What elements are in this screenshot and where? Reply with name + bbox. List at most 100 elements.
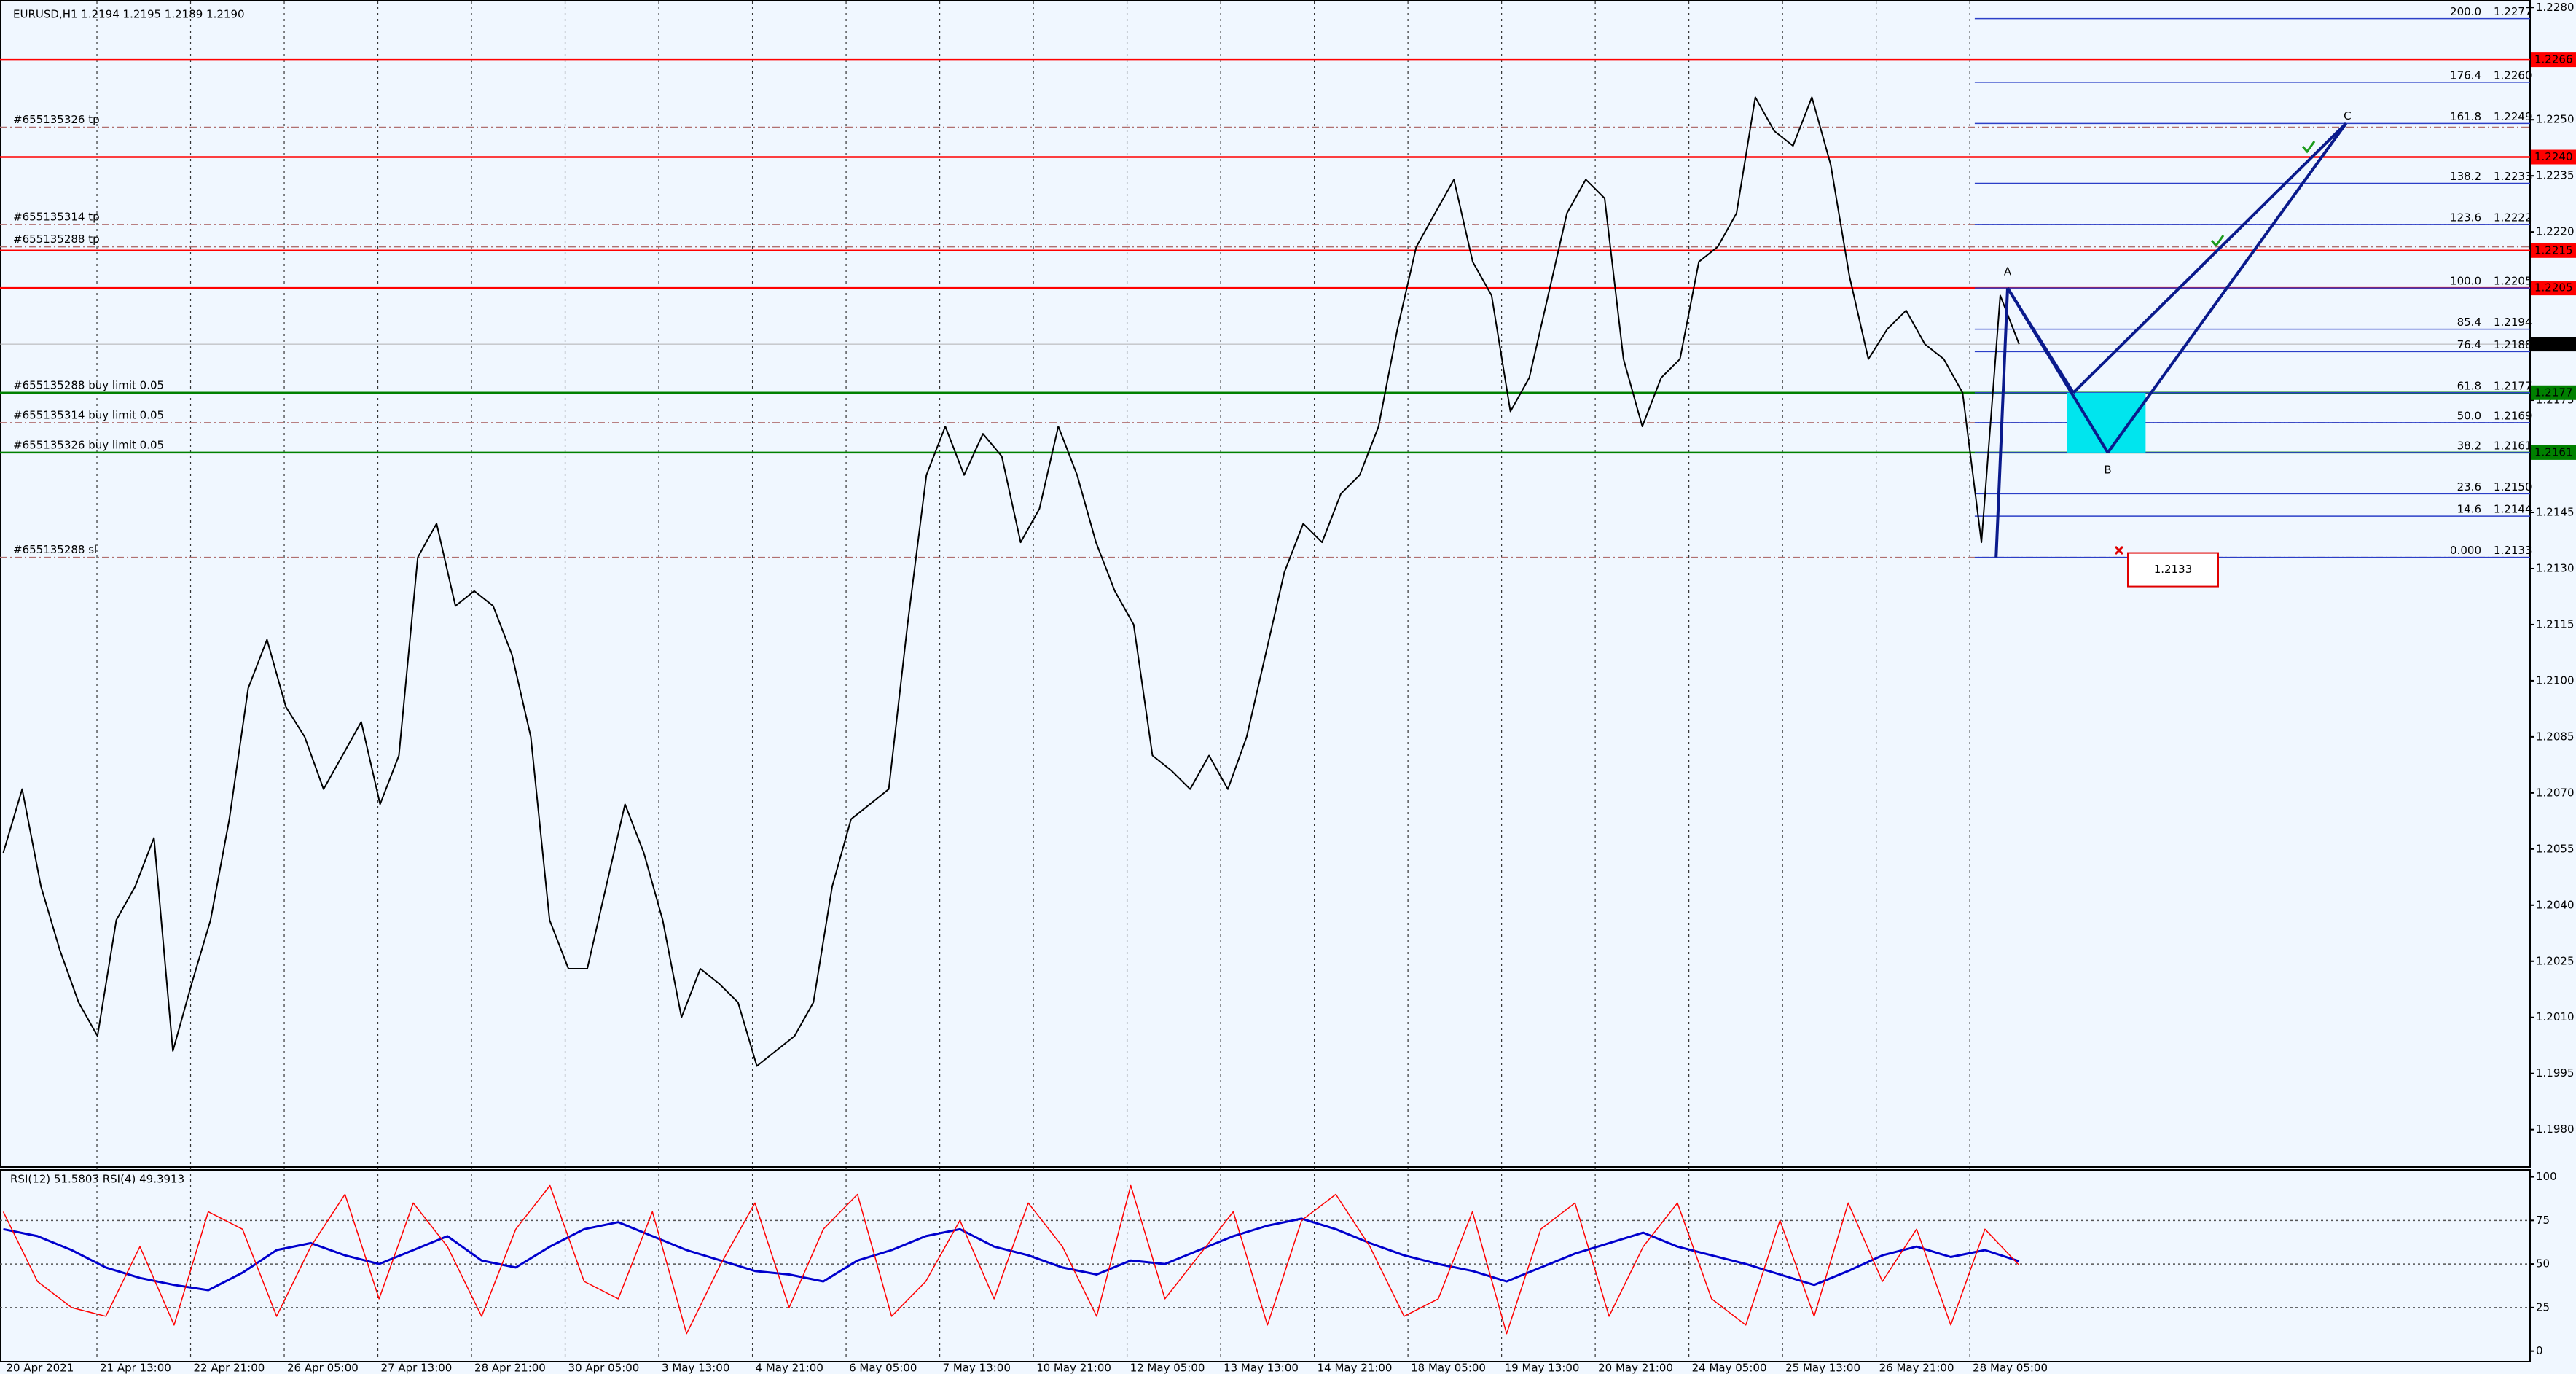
pattern-point-label: A <box>2004 265 2012 278</box>
x-tick-label: 19 May 13:00 <box>1505 1362 1580 1374</box>
price-tag <box>2531 243 2576 258</box>
order-label: #655135288 sl <box>13 543 97 556</box>
order-label: #655135288 tp <box>13 233 100 246</box>
y-tick-label: 1.2280 <box>2536 1 2575 14</box>
price-tag <box>2531 149 2576 165</box>
fib-ratio: 50.0 <box>2457 409 2481 422</box>
main-title: EURUSD,H1 1.2194 1.2195 1.2189 1.2190 <box>13 8 245 21</box>
fib-price: 1.2277 <box>2494 5 2532 18</box>
pattern-line <box>2072 122 2347 394</box>
y-tick-label: 1.2100 <box>2536 674 2575 687</box>
fib-ratio: 200.0 <box>2450 5 2481 18</box>
price-tag-label: 1.2266 <box>2534 53 2573 66</box>
price-tag <box>2531 281 2576 296</box>
price-tag-label: 1.2205 <box>2534 281 2573 294</box>
pattern-line <box>1994 288 2009 558</box>
x-tick-label: 28 May 05:00 <box>1973 1362 2048 1374</box>
price-line <box>2 1184 2020 1335</box>
fib-ratio: 123.6 <box>2450 211 2481 224</box>
fib-price: 1.2133 <box>2494 544 2532 557</box>
y-tick-label: 1.2055 <box>2536 842 2575 855</box>
order-label: #655135288 buy limit 0.05 <box>13 378 164 391</box>
y-tick-label: 1.2070 <box>2536 786 2575 799</box>
bid-tag <box>2531 337 2576 352</box>
x-tick-label: 25 May 13:00 <box>1785 1362 1860 1374</box>
y-tick-label: 50 <box>2536 1257 2550 1270</box>
fib-ratio: 38.2 <box>2457 439 2481 452</box>
x-tick-label: 6 May 05:00 <box>849 1362 917 1374</box>
price-line <box>2 96 2020 1067</box>
y-tick-label: 1.2220 <box>2536 225 2575 238</box>
x-tick-label: 13 May 13:00 <box>1224 1362 1299 1374</box>
x-tick-label: 20 Apr 2021 <box>7 1362 74 1374</box>
x-tick-label: 20 May 21:00 <box>1598 1362 1673 1374</box>
y-tick-label: 1.1980 <box>2536 1123 2575 1136</box>
fib-ratio: 85.4 <box>2457 316 2481 329</box>
rsi-panel-frame <box>0 1169 2531 1362</box>
x-tick-label: 22 Apr 21:00 <box>194 1362 265 1374</box>
y-tick-label: 1.2115 <box>2536 617 2575 631</box>
fib-ratio: 138.2 <box>2450 170 2481 183</box>
stop-label: 1.2133 <box>2154 563 2193 576</box>
price-tag <box>2531 52 2576 68</box>
fib-price: 1.2177 <box>2494 379 2532 392</box>
y-tick-label: 1.2235 <box>2536 169 2575 182</box>
fib-ratio: 23.6 <box>2457 480 2481 493</box>
order-label: #655135314 tp <box>13 210 100 223</box>
fib-price: 1.2249 <box>2494 110 2532 123</box>
y-tick-label: 1.2010 <box>2536 1010 2575 1023</box>
fib-ratio: 176.4 <box>2450 69 2481 82</box>
x-tick-label: 24 May 05:00 <box>1692 1362 1767 1374</box>
price-tag-label: 1.2215 <box>2534 243 2573 257</box>
y-tick-label: 1.1995 <box>2536 1066 2575 1080</box>
x-tick-label: 10 May 21:00 <box>1036 1362 1111 1374</box>
fib-ratio: 76.4 <box>2457 338 2481 351</box>
pattern-line <box>2106 122 2348 454</box>
x-tick-label: 27 Apr 13:00 <box>381 1362 453 1374</box>
main-panel-frame <box>0 0 2531 1168</box>
x-tick-label: 26 Apr 05:00 <box>287 1362 359 1374</box>
x-tick-label: 4 May 21:00 <box>756 1362 823 1374</box>
fib-ratio: 100.0 <box>2450 275 2481 288</box>
x-tick-label: 18 May 05:00 <box>1411 1362 1486 1374</box>
price-tag-label: 1.2240 <box>2534 150 2573 163</box>
fib-price: 1.2194 <box>2494 316 2532 329</box>
y-tick-label: 100 <box>2536 1170 2557 1183</box>
stop-box <box>2127 552 2219 588</box>
price-tag <box>2531 385 2576 400</box>
y-tick-label: 0 <box>2536 1344 2543 1357</box>
rsi-title: RSI(12) 51.5803 RSI(4) 49.3913 <box>10 1173 184 1186</box>
pattern-zone <box>2067 392 2146 453</box>
y-tick-label: 25 <box>2536 1300 2550 1314</box>
x-tick-label: 26 May 21:00 <box>1879 1362 1954 1374</box>
fib-ratio: 161.8 <box>2450 110 2481 123</box>
price-tag-label: 1.2177 <box>2534 386 2573 399</box>
y-tick-label: 75 <box>2536 1214 2550 1227</box>
fib-price: 1.2188 <box>2494 338 2532 351</box>
y-tick-label: 1.2130 <box>2536 561 2575 574</box>
price-tag <box>2531 445 2576 460</box>
bid-tag-label: 1.2190 <box>2534 337 2573 351</box>
x-tick-label: 7 May 13:00 <box>943 1362 1011 1374</box>
fib-price: 1.2169 <box>2494 409 2532 422</box>
check-icon <box>2210 235 2225 248</box>
pattern-point-label: C <box>2344 109 2351 122</box>
x-tick-label: 28 Apr 21:00 <box>474 1362 546 1374</box>
price-tag-label: 1.2161 <box>2534 445 2573 458</box>
x-tick-label: 3 May 13:00 <box>662 1362 729 1374</box>
order-label: #655135314 buy limit 0.05 <box>13 408 164 421</box>
cross-icon <box>2114 545 2124 555</box>
fib-price: 1.2161 <box>2494 439 2532 452</box>
fib-ratio: 0.000 <box>2450 544 2481 557</box>
fib-price: 1.2144 <box>2494 503 2532 516</box>
x-tick-label: 12 May 05:00 <box>1130 1362 1205 1374</box>
order-label: #655135326 buy limit 0.05 <box>13 438 164 451</box>
fib-ratio: 14.6 <box>2457 503 2481 516</box>
y-tick-label: 1.2250 <box>2536 113 2575 126</box>
pattern-point-label: B <box>2104 463 2111 476</box>
y-tick-label: 1.2085 <box>2536 730 2575 743</box>
order-label: #655135326 tp <box>13 113 100 126</box>
x-tick-label: 21 Apr 13:00 <box>100 1362 171 1374</box>
